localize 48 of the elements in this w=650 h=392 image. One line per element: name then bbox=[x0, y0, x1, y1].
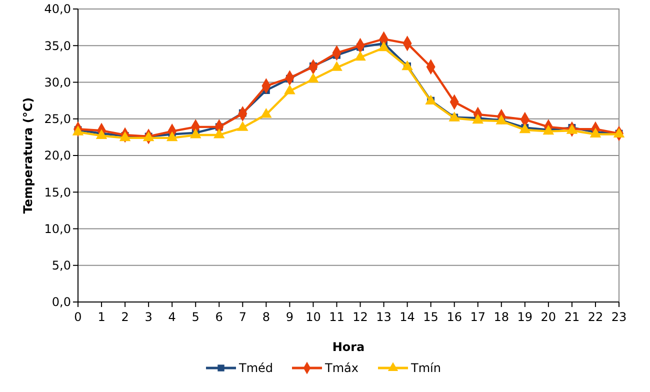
x-tick-label: 13 bbox=[376, 310, 392, 324]
y-axis-title: Temperatura (°C) bbox=[21, 97, 35, 214]
x-tick-label: 23 bbox=[611, 310, 627, 324]
y-tick-label: 10,0 bbox=[44, 222, 71, 236]
x-tick-label: 4 bbox=[168, 310, 176, 324]
y-tick-label: 30,0 bbox=[44, 75, 71, 90]
x-tick-label: 15 bbox=[423, 310, 438, 324]
x-tick-label: 1 bbox=[98, 310, 106, 324]
x-tick-label: 0 bbox=[74, 310, 82, 324]
x-tick-label: 21 bbox=[564, 310, 580, 324]
x-axis-title: Hora bbox=[332, 340, 365, 354]
y-tick-label: 25,0 bbox=[44, 112, 71, 126]
point bbox=[566, 124, 578, 134]
point bbox=[213, 128, 225, 138]
point bbox=[308, 72, 319, 83]
x-tick-label: 7 bbox=[238, 310, 246, 324]
point bbox=[166, 131, 178, 142]
x-tick-label: 22 bbox=[588, 310, 604, 324]
x-tick-label: 14 bbox=[400, 310, 415, 324]
x-tick-label: 2 bbox=[121, 310, 129, 324]
y-tick-label: 0,0 bbox=[52, 295, 71, 310]
legend-label: Tmáx bbox=[324, 361, 358, 376]
x-tick-label: 12 bbox=[352, 310, 368, 324]
y-tick-label: 40,0 bbox=[44, 2, 71, 16]
y-tick-label: 15,0 bbox=[44, 185, 71, 200]
x-tick-label: 3 bbox=[144, 310, 152, 324]
x-tick-label: 10 bbox=[306, 310, 321, 324]
y-tick-label: 35,0 bbox=[44, 38, 71, 53]
x-tick-label: 20 bbox=[540, 310, 556, 324]
x-tick-label: 18 bbox=[494, 310, 510, 324]
x-tick-label: 8 bbox=[262, 310, 270, 324]
x-tick-label: 5 bbox=[192, 310, 200, 324]
legend-label: Tméd bbox=[238, 361, 274, 376]
point bbox=[284, 84, 296, 94]
point bbox=[237, 121, 248, 131]
point bbox=[378, 41, 390, 52]
y-tick-label: 5,0 bbox=[52, 258, 71, 273]
point bbox=[260, 108, 272, 118]
y-tick-label: 20,0 bbox=[44, 148, 71, 163]
x-tick-label: 6 bbox=[215, 310, 223, 324]
point bbox=[354, 50, 366, 61]
legend-label: Tmín bbox=[410, 361, 441, 376]
x-tick-label: 16 bbox=[446, 310, 462, 324]
x-tick-label: 17 bbox=[470, 310, 486, 324]
x-tick-label: 11 bbox=[329, 310, 344, 324]
x-tick-label: 9 bbox=[286, 310, 294, 324]
x-tick-label: 19 bbox=[517, 310, 533, 324]
point bbox=[331, 61, 342, 71]
